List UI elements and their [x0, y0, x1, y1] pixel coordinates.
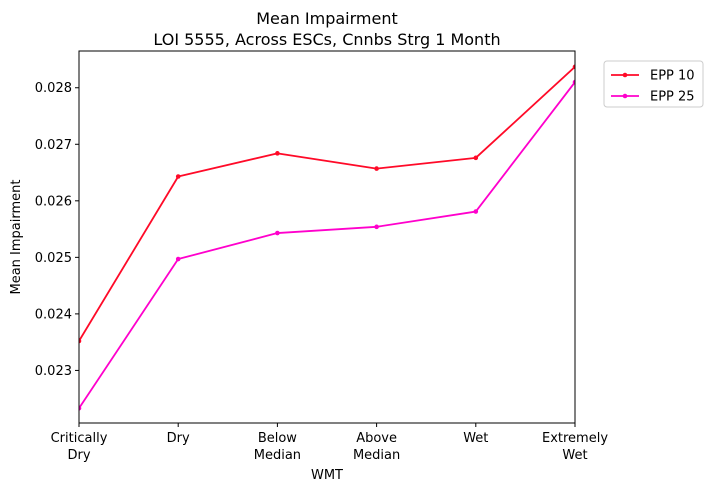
- y-axis-label: Mean Impairment: [9, 180, 24, 295]
- series-2-point: [275, 230, 280, 236]
- x-tick-label-line: Dry: [167, 431, 190, 446]
- x-tick-label: Dry: [167, 431, 190, 446]
- series-line-1: [79, 66, 575, 342]
- chart-title-line-1: Mean Impairment: [256, 9, 398, 28]
- x-tick-label-line: Wet: [562, 448, 587, 463]
- series-1-point: [79, 338, 82, 344]
- x-tick-label-line: Wet: [463, 431, 488, 446]
- y-tick-label: 0.025: [35, 251, 72, 266]
- x-tick-label: Extremely Wet: [542, 431, 608, 463]
- series-1-point: [572, 64, 575, 70]
- x-axis-label: WMT: [311, 468, 343, 483]
- series-2-point: [572, 79, 575, 85]
- x-tick-label-line: Extremely: [542, 431, 608, 446]
- series-2-point: [79, 406, 82, 411]
- legend-label-1: EPP 10: [650, 69, 695, 84]
- series-2-point: [473, 209, 479, 214]
- y-tick-label: 0.027: [35, 138, 72, 153]
- series-1-point: [374, 166, 379, 171]
- y-tick-label: 0.024: [35, 307, 72, 322]
- x-tick-label-line: Critically: [51, 431, 108, 446]
- x-tick-label: Below Median: [254, 431, 301, 463]
- x-tick-label-line: Below: [258, 431, 297, 446]
- x-tick-label: Wet: [463, 431, 488, 446]
- series-1-point: [175, 174, 181, 179]
- x-tick-label-line: Median: [254, 448, 301, 463]
- y-tick-label: 0.028: [35, 81, 72, 96]
- legend: EPP 10 EPP 25: [603, 60, 704, 108]
- x-tick-label-line: Above: [356, 431, 397, 446]
- y-tick-label: 0.023: [35, 364, 72, 379]
- x-tick-label: Critically Dry: [51, 431, 108, 463]
- chart-title-line-2: LOI 5555, Across ESCs, Cnnbs Strg 1 Mont…: [153, 30, 500, 49]
- y-tick-label: 0.026: [35, 194, 72, 209]
- x-tick-label: Above Median: [353, 431, 400, 463]
- plot-area-frame: [78, 50, 576, 424]
- series-1-point: [473, 155, 479, 161]
- series-line-2: [79, 81, 575, 409]
- legend-marker-1: [622, 72, 628, 78]
- x-tick-label-line: Median: [353, 448, 400, 463]
- series-2-point: [175, 256, 181, 262]
- y-axis-ticks: 0.023 0.024 0.025 0.026 0.027 0.028: [35, 81, 79, 379]
- x-tick-label-line: Dry: [67, 448, 90, 463]
- x-axis-ticks: Critically Dry Dry Below Median Above Median We…: [51, 423, 608, 463]
- series-2-point: [374, 224, 379, 230]
- legend-label-2: EPP 25: [650, 90, 695, 105]
- series-clip-group: [79, 64, 575, 411]
- legend-marker-2: [622, 93, 628, 99]
- series-layer: [79, 64, 575, 411]
- series-1-point: [275, 151, 280, 156]
